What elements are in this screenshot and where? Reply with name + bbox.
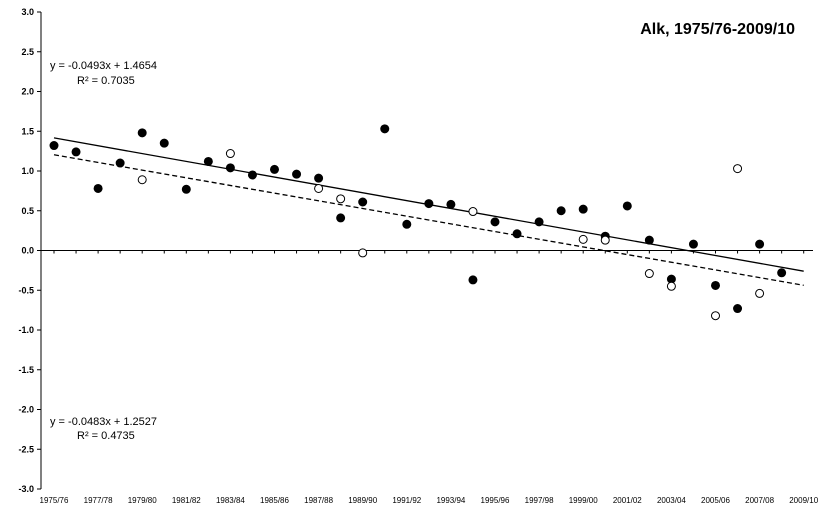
data-point-open — [755, 288, 765, 298]
data-point-filled — [336, 213, 346, 223]
y-tick-label: -2.5 — [18, 444, 34, 454]
y-tick-label: -1.5 — [18, 365, 34, 375]
data-point-filled — [270, 164, 279, 174]
data-point-open — [600, 235, 610, 245]
y-tick-label: -0.5 — [18, 285, 34, 295]
x-tick-label: 1997/98 — [525, 496, 554, 505]
data-point-filled — [137, 128, 147, 138]
x-tick-label: 1989/90 — [348, 496, 377, 505]
y-tick-label: 0.0 — [21, 246, 34, 256]
data-point-filled — [159, 138, 169, 148]
y-tick-label: 2.5 — [21, 47, 34, 57]
x-tick-label: 2003/04 — [657, 496, 686, 505]
data-point-filled — [314, 173, 324, 183]
data-point-filled — [556, 206, 566, 216]
trendlines — [53, 137, 804, 286]
data-point-filled — [292, 169, 302, 179]
data-point-open — [578, 234, 588, 244]
data-point-filled — [380, 124, 390, 134]
data-point-filled — [93, 183, 103, 193]
data-point-filled — [755, 239, 765, 249]
x-tick-label: 1983/84 — [216, 496, 245, 505]
chart-title: Alk, 1975/76-2009/10 — [640, 21, 795, 38]
data-point-filled — [115, 158, 125, 168]
data-point-filled — [578, 204, 588, 214]
data-points — [49, 124, 787, 321]
y-tick-label: 2.0 — [21, 87, 34, 97]
data-point-filled — [490, 217, 500, 227]
x-tick-label: 1977/78 — [84, 496, 113, 505]
trendline-r2-dashed: R² = 0.4735 — [77, 430, 135, 442]
y-tick-label: -2.0 — [18, 405, 34, 415]
data-point-filled — [644, 235, 654, 245]
x-tick-label: 2007/08 — [745, 496, 774, 505]
data-point-open — [314, 183, 324, 193]
x-tick-label: 1995/96 — [481, 496, 510, 505]
data-point-filled — [711, 280, 720, 290]
trendline-r2-solid: R² = 0.7035 — [77, 75, 135, 87]
data-point-open — [358, 248, 368, 258]
trendline-dashed — [53, 154, 804, 286]
data-point-filled — [622, 201, 632, 211]
x-tick-label: 1987/88 — [304, 496, 333, 505]
data-point-filled — [247, 170, 257, 180]
x-tick-label: 2001/02 — [613, 496, 642, 505]
data-point-filled — [468, 275, 478, 285]
data-point-filled — [777, 268, 787, 278]
y-tick-label: 1.0 — [21, 166, 34, 176]
data-point-open — [711, 311, 720, 321]
y-tick-label: 0.5 — [21, 206, 34, 216]
x-tick-label: 2005/06 — [701, 496, 730, 505]
data-point-filled — [181, 184, 191, 194]
data-point-open — [733, 164, 743, 174]
x-tick-label: 1981/82 — [172, 496, 201, 505]
x-tick-label: 2009/10 — [789, 496, 818, 505]
x-tick-label: 1985/86 — [260, 496, 289, 505]
y-tick-label: -1.0 — [18, 325, 34, 335]
data-point-filled — [512, 229, 522, 239]
x-tick-label: 1999/00 — [569, 496, 598, 505]
trendline-equation-dashed: y = -0.0483x + 1.2527 — [50, 416, 157, 428]
data-point-filled — [688, 239, 698, 249]
data-point-filled — [225, 163, 235, 173]
x-tick-label: 1993/94 — [436, 496, 465, 505]
data-point-open — [468, 207, 478, 217]
y-tick-label: -3.0 — [18, 484, 34, 494]
trendline-equation-solid: y = -0.0493x + 1.4654 — [50, 60, 157, 72]
data-point-filled — [71, 147, 81, 157]
data-point-open — [644, 269, 654, 279]
data-point-filled — [402, 219, 412, 229]
data-point-filled — [534, 217, 544, 227]
x-tick-label: 1975/76 — [40, 496, 69, 505]
data-point-filled — [733, 304, 743, 314]
data-point-filled — [424, 199, 434, 209]
data-point-filled — [203, 156, 213, 166]
data-point-filled — [49, 141, 59, 151]
data-point-open — [225, 149, 235, 159]
x-tick-label: 1991/92 — [392, 496, 421, 505]
x-tick-label: 1979/80 — [128, 496, 157, 505]
y-tick-label: 1.5 — [21, 126, 34, 136]
data-point-open — [336, 194, 346, 204]
data-point-filled — [446, 199, 456, 209]
y-tick-label: 3.0 — [21, 7, 34, 17]
x-axis: 1975/76 1977/78 1979/80 1981/82 1983/84 1985/… — [40, 250, 819, 505]
data-point-open — [666, 281, 676, 291]
data-point-open — [137, 175, 147, 185]
data-point-filled — [358, 197, 368, 207]
y-axis: 3.0 2.5 2.0 1.5 1.0 0.5 0.0 -0.5 -1.0 -1.5 -2.0 -2.… — [18, 7, 42, 494]
